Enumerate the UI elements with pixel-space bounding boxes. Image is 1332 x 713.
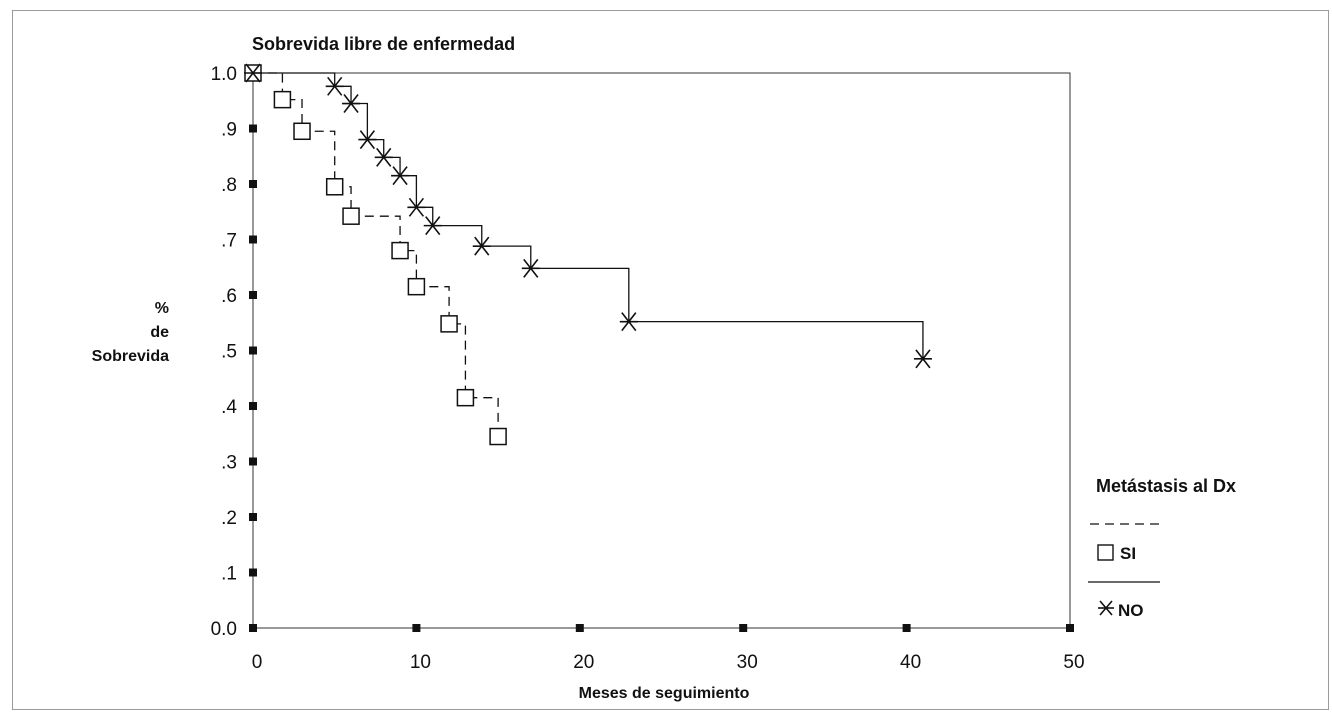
si-square-marker <box>489 427 507 446</box>
y-tick-label: .9 <box>221 120 237 141</box>
legend-title: Metástasis al Dx <box>1096 476 1236 496</box>
no-asterisk-marker <box>472 236 491 256</box>
x-tick-label: 20 <box>573 652 594 673</box>
y-tick-label: .1 <box>221 564 237 585</box>
si-square-marker <box>391 241 409 260</box>
y-tick-mark <box>249 402 257 410</box>
no-asterisk-marker <box>325 76 344 96</box>
y-tick-mark <box>249 180 257 188</box>
series-line-si <box>253 72 499 437</box>
x-tick-mark <box>902 624 911 632</box>
x-tick-label: 0 <box>252 652 263 673</box>
no-asterisk-marker <box>619 312 638 332</box>
figure-frame <box>12 10 1329 710</box>
y-tick-label: .7 <box>221 231 237 252</box>
si-square-marker <box>342 207 360 225</box>
x-tick-mark <box>412 624 421 632</box>
x-tick-mark <box>739 624 748 632</box>
y-tick-mark <box>249 568 257 577</box>
y-tick-label: .5 <box>221 342 237 363</box>
y-tick-label: 0.0 <box>211 619 237 640</box>
series-layer <box>244 63 932 446</box>
legend: Metástasis al Dx SI NO <box>1088 476 1236 620</box>
y-axis-label-line-2: de <box>150 324 169 341</box>
plot-area <box>252 72 1071 629</box>
no-asterisk-marker <box>423 216 442 236</box>
legend-no-label: NO <box>1118 601 1144 620</box>
x-axis-label: Meses de seguimiento <box>579 685 750 702</box>
si-square-marker <box>407 277 426 296</box>
axes-layer: 0.0 .1 .2 .3 .4 .5 .6 .7 .8 .9 1.0 0 10 20 30 40 50 <box>211 64 1085 673</box>
no-asterisk-marker <box>521 258 540 278</box>
series-line-no <box>253 72 924 359</box>
no-asterisk-marker <box>374 147 393 167</box>
no-asterisk-marker <box>391 166 410 186</box>
legend-si-marker <box>1097 544 1114 561</box>
x-tick-mark <box>1066 624 1074 632</box>
y-tick-mark <box>249 513 257 521</box>
no-asterisk-marker <box>358 130 377 150</box>
no-asterisk-marker <box>407 197 426 217</box>
si-square-marker <box>440 315 458 333</box>
y-tick-mark <box>249 624 257 632</box>
y-tick-mark <box>249 235 257 244</box>
y-tick-mark <box>249 291 257 299</box>
y-tick-label: .3 <box>221 453 237 474</box>
si-square-marker <box>325 178 344 196</box>
y-axis-label-line-1: % <box>155 300 169 317</box>
si-square-marker <box>273 90 292 109</box>
y-tick-label: .2 <box>221 508 237 529</box>
no-asterisk-marker <box>913 349 932 369</box>
y-tick-label: 1.0 <box>211 64 237 85</box>
x-tick-mark <box>575 624 584 632</box>
x-tick-label: 40 <box>900 652 921 673</box>
si-square-marker <box>293 122 311 141</box>
legend-si-label: SI <box>1120 544 1136 563</box>
chart-title: Sobrevida libre de enfermedad <box>252 34 515 54</box>
no-asterisk-marker <box>342 94 361 114</box>
y-tick-mark <box>249 346 257 355</box>
y-tick-mark <box>249 124 257 133</box>
x-tick-label: 50 <box>1063 652 1084 673</box>
y-tick-mark <box>249 457 257 466</box>
x-tick-label: 30 <box>737 652 758 673</box>
y-tick-label: .6 <box>221 286 237 307</box>
y-tick-label: .4 <box>221 397 237 418</box>
si-square-marker <box>456 388 475 407</box>
y-tick-label: .8 <box>221 175 237 196</box>
x-tick-label: 10 <box>410 652 431 673</box>
legend-no-marker <box>1098 600 1114 616</box>
no-asterisk-marker <box>244 63 262 83</box>
y-axis-label-line-3: Sobrevida <box>92 348 169 365</box>
